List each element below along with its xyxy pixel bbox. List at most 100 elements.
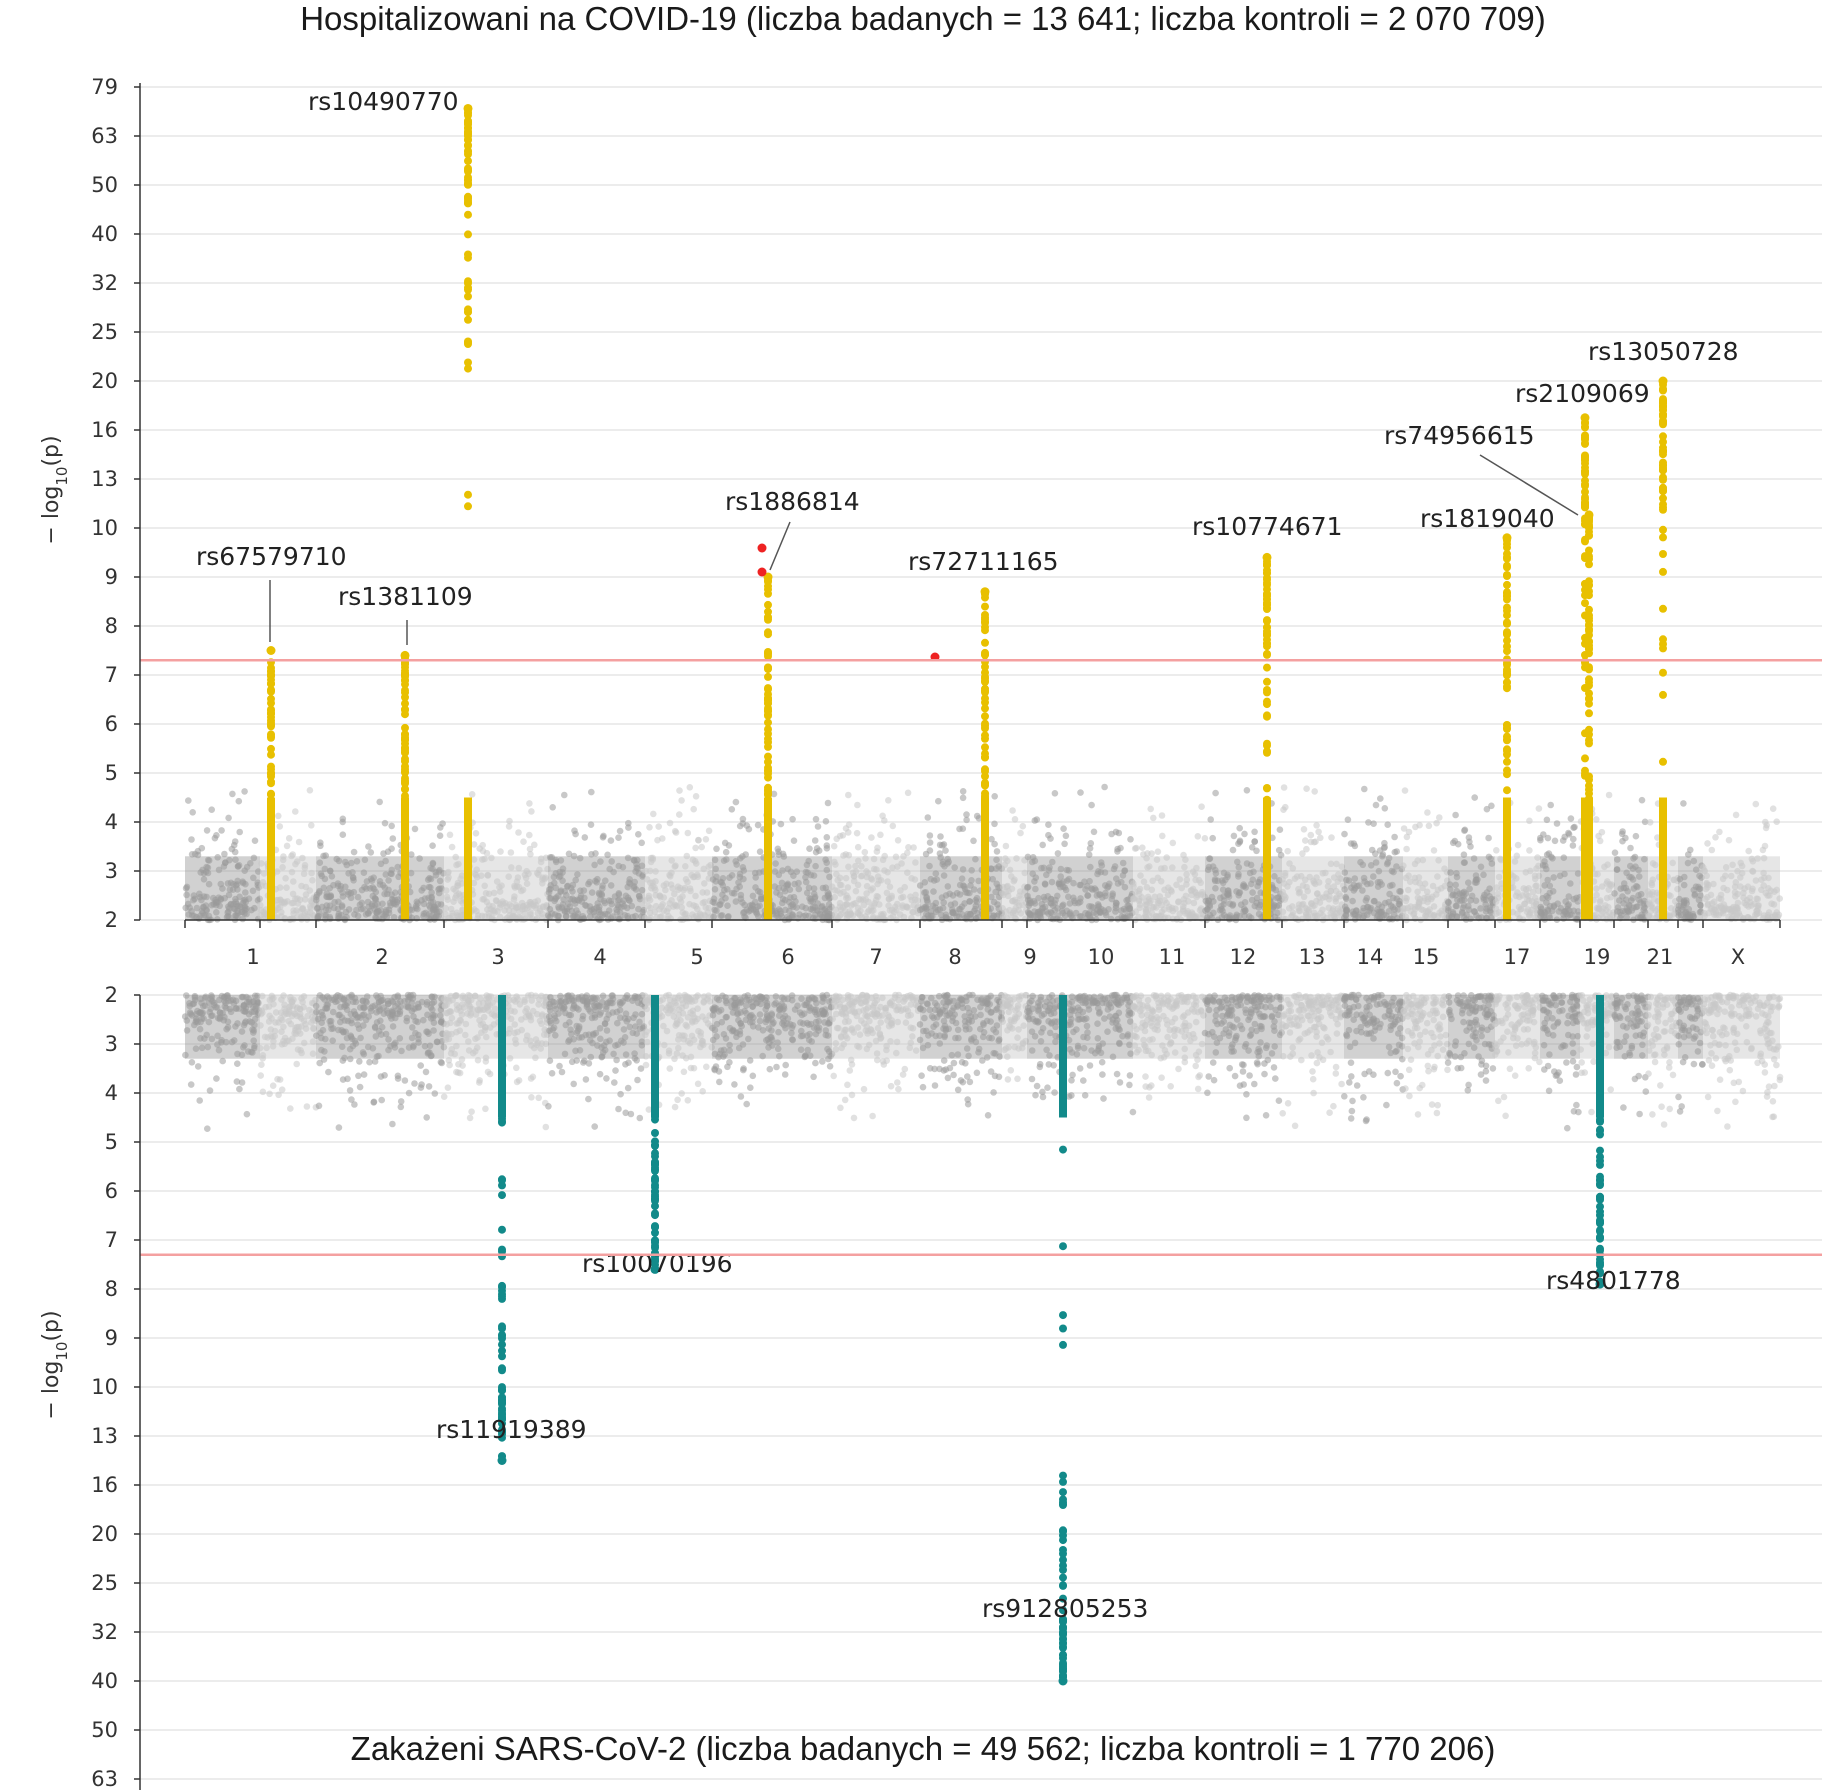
bottom-background-point	[371, 1058, 379, 1065]
top-background-point	[1488, 802, 1495, 810]
top-background-point	[1547, 801, 1554, 809]
top-background-point	[468, 791, 476, 798]
highlight-point	[1581, 729, 1589, 738]
highlight-point	[764, 786, 772, 794]
top-background-point	[1344, 816, 1352, 823]
highlight-point	[1659, 505, 1667, 514]
highlight-point	[1503, 725, 1511, 733]
top-background-point	[1638, 796, 1646, 804]
highlight-point	[1263, 697, 1271, 706]
bottom-background-point	[206, 1087, 214, 1094]
bottom-background-point	[411, 1080, 418, 1087]
bottom-background-point	[219, 1057, 226, 1065]
highlight-point	[981, 626, 989, 635]
top-background-point	[242, 889, 249, 896]
top-background-point	[1201, 835, 1209, 842]
top-background-point	[339, 815, 347, 823]
top-background-point	[625, 824, 632, 831]
top-background-point	[1019, 822, 1027, 830]
top-background-point	[258, 860, 265, 867]
peak-point	[980, 587, 990, 597]
bottom-background-point	[266, 1090, 273, 1098]
top-background-point	[695, 837, 702, 844]
top-background-point	[1535, 805, 1543, 812]
top-background-point	[650, 810, 657, 818]
highlight-point	[1581, 599, 1589, 608]
top-background-point	[616, 827, 624, 835]
highlight-point	[1581, 463, 1589, 472]
top-background-point	[1031, 817, 1039, 824]
top-background-point	[306, 887, 314, 894]
highlight-point	[464, 340, 472, 348]
annotation-label: rs1886814	[725, 487, 860, 516]
top-background-point	[260, 912, 268, 919]
top-background-point	[926, 832, 934, 839]
highlight-column	[1503, 797, 1511, 920]
top-background-point	[241, 903, 248, 910]
top-background-point	[281, 900, 288, 907]
top-background-point	[200, 870, 208, 877]
top-background-point	[926, 847, 934, 854]
top-background-point	[388, 822, 396, 830]
top-background-point	[1351, 842, 1359, 850]
highlight-point	[1581, 499, 1589, 508]
top-background-point	[1115, 829, 1123, 837]
bottom-background-point	[527, 1075, 535, 1082]
top-background-point	[692, 793, 700, 800]
top-background-point	[894, 837, 902, 844]
highlight-point	[267, 790, 275, 799]
top-background-point	[382, 871, 390, 878]
top-background-point	[239, 908, 246, 916]
red-point	[757, 543, 767, 553]
highlight-point	[1503, 736, 1511, 745]
bottom-background-point	[303, 1103, 311, 1110]
bottom-background-point	[418, 1081, 425, 1088]
bottom-background-point	[542, 1123, 550, 1131]
peak-point	[1262, 552, 1272, 562]
top-background-point	[214, 854, 221, 861]
top-background-point	[213, 909, 220, 916]
top-background-point	[1430, 847, 1438, 854]
top-background-point	[347, 894, 355, 902]
highlight-point	[401, 710, 409, 719]
top-background-point	[203, 907, 210, 914]
top-background-point	[1461, 827, 1468, 834]
top-locus-rs13050728: rs13050728	[1588, 337, 1739, 920]
top-background-point	[1598, 828, 1606, 836]
top-background-point	[236, 828, 243, 836]
top-background-band	[1448, 856, 1495, 920]
top-background-point	[282, 875, 289, 882]
top-background-point	[379, 900, 386, 908]
highlight-point	[464, 210, 472, 219]
highlight-point	[1503, 745, 1511, 754]
highlight-point	[1503, 611, 1511, 620]
top-background-band	[548, 856, 645, 920]
peak-point	[400, 650, 410, 660]
bottom-background-point	[378, 1096, 386, 1104]
top-background-point	[1139, 844, 1146, 851]
annotation-label: rs10774671	[1192, 512, 1343, 541]
top-background-point	[1108, 830, 1115, 838]
top-background-band	[645, 856, 712, 920]
top-background-point	[298, 882, 305, 890]
top-background-point	[1471, 794, 1478, 801]
top-background-point	[822, 818, 830, 825]
top-background-point	[283, 842, 291, 850]
highlight-column	[981, 797, 989, 920]
top-background-point	[251, 837, 259, 844]
top-background-point	[1526, 847, 1533, 854]
top-background-point	[339, 831, 347, 838]
highlight-column	[464, 797, 472, 920]
top-background-point	[1060, 825, 1067, 832]
top-background-point	[526, 831, 533, 839]
top-background-point	[309, 877, 316, 884]
top-background-point	[713, 845, 720, 853]
top-background-point	[225, 814, 232, 822]
highlight-point	[1581, 423, 1589, 432]
top-background-point	[1251, 838, 1258, 845]
top-background-point	[429, 859, 437, 867]
top-background-point	[935, 797, 942, 805]
highlight-point	[1263, 595, 1271, 604]
top-background-point	[212, 901, 220, 909]
